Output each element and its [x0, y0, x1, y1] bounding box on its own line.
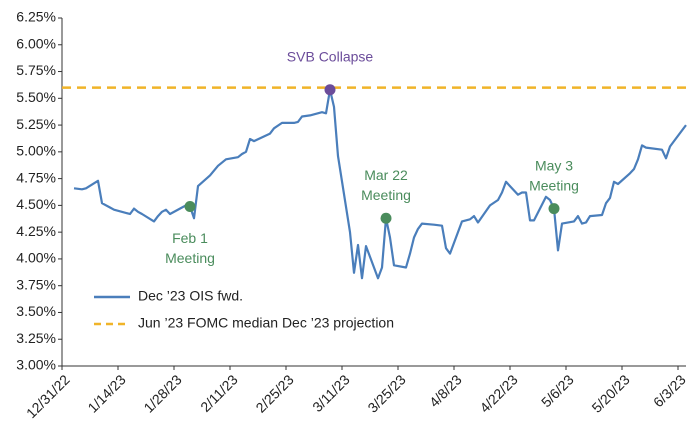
legend-label: Jun ’23 FOMC median Dec ’23 projection: [138, 315, 394, 331]
y-tick-label: 4.50%: [16, 196, 56, 212]
annotation-label: Meeting: [361, 187, 411, 203]
y-tick-label: 5.00%: [16, 143, 56, 159]
x-tick-label: 5/20/23: [588, 371, 632, 415]
annotation-label: Feb 1: [172, 230, 208, 246]
y-tick-label: 5.50%: [16, 89, 56, 105]
y-tick-label: 3.75%: [16, 276, 56, 292]
annotation-marker: [548, 203, 560, 215]
series-line: [73, 88, 687, 280]
x-tick-label: 5/6/23: [538, 371, 577, 410]
y-tick-label: 5.25%: [16, 116, 56, 132]
annotation-marker: [184, 200, 196, 212]
x-tick-label: 2/11/23: [197, 371, 241, 415]
y-tick-label: 3.00%: [16, 357, 56, 373]
y-tick-label: 6.25%: [16, 9, 56, 25]
annotation-label: Mar 22: [364, 167, 408, 183]
x-tick-label: 3/25/23: [364, 371, 408, 415]
x-tick-label: 4/8/23: [426, 371, 465, 410]
annotation-label: May 3: [535, 157, 573, 173]
y-tick-label: 4.00%: [16, 250, 56, 266]
y-tick-label: 5.75%: [16, 62, 56, 78]
annotation-label: Meeting: [165, 250, 215, 266]
y-tick-label: 3.25%: [16, 330, 56, 346]
annotation-label: SVB Collapse: [287, 48, 374, 64]
x-tick-label: 12/31/22: [23, 371, 73, 421]
x-tick-label: 2/25/23: [252, 371, 296, 415]
y-tick-label: 4.75%: [16, 169, 56, 185]
annotation-label: Meeting: [529, 177, 579, 193]
legend-label: Dec ’23 OIS fwd.: [138, 288, 243, 304]
y-tick-label: 4.25%: [16, 223, 56, 239]
x-tick-label: 4/22/23: [476, 371, 520, 415]
x-tick-label: 1/28/23: [140, 371, 184, 415]
y-tick-label: 6.00%: [16, 35, 56, 51]
annotation-marker: [324, 84, 336, 96]
x-tick-label: 1/14/23: [84, 371, 128, 415]
y-tick-label: 3.50%: [16, 303, 56, 319]
annotation-marker: [380, 212, 392, 224]
x-tick-label: 3/11/23: [309, 371, 353, 415]
x-tick-label: 6/3/23: [650, 371, 689, 410]
